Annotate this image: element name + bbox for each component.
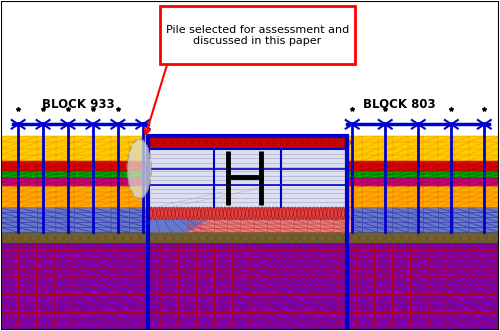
Bar — [148, 136, 347, 149]
Bar — [0, 171, 148, 178]
Bar — [0, 161, 148, 171]
Bar — [347, 161, 500, 171]
Bar — [347, 136, 500, 161]
Bar — [148, 207, 347, 220]
Bar — [0, 186, 148, 208]
Text: BLOCK 803: BLOCK 803 — [364, 98, 436, 111]
Ellipse shape — [128, 139, 152, 199]
Bar — [0, 241, 500, 330]
Bar — [148, 149, 347, 207]
Polygon shape — [148, 220, 208, 232]
Bar — [0, 136, 148, 161]
Bar — [0, 232, 500, 243]
Bar — [347, 171, 500, 178]
Bar — [342, 208, 352, 232]
Bar — [347, 178, 500, 186]
Bar — [347, 186, 500, 208]
Text: BLOCK 933: BLOCK 933 — [42, 98, 115, 111]
FancyBboxPatch shape — [160, 7, 354, 64]
Polygon shape — [188, 220, 347, 232]
Text: Pile selected for assessment and
discussed in this paper: Pile selected for assessment and discuss… — [166, 24, 349, 46]
Bar — [188, 220, 347, 232]
Bar — [347, 208, 500, 232]
Bar — [0, 178, 148, 186]
Bar — [0, 208, 148, 232]
